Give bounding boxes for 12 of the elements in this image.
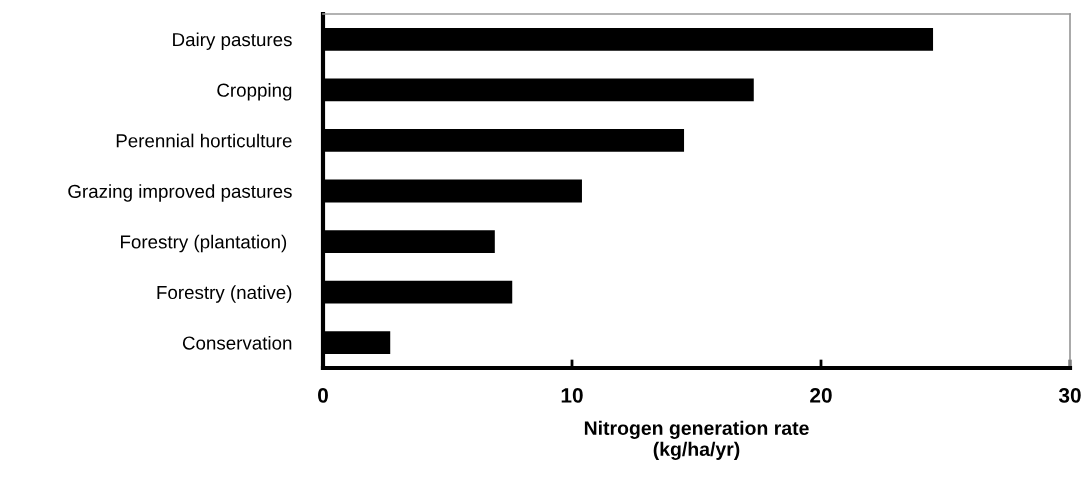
y-tick-label: Dairy pastures	[173, 32, 292, 50]
y-tick-label: Forestry (plantation)	[121, 234, 287, 253]
y-tick-label: Perennial horticulture	[116, 133, 292, 148]
x-tick-label: 0	[318, 387, 328, 403]
y-tick-label: Conservation	[182, 335, 292, 350]
x-tick-label: 20	[810, 387, 832, 403]
x-tick-label: 30	[1058, 387, 1081, 403]
x-axis-title: Nitrogen generation rate (kg/ha/yr)	[584, 420, 809, 460]
y-tick-label: Grazing improved pastures	[68, 184, 292, 202]
x-tick-label: 10	[561, 387, 583, 403]
y-tick-label: Cropping	[217, 83, 292, 101]
y-tick-label: Forestry (native)	[157, 285, 292, 303]
